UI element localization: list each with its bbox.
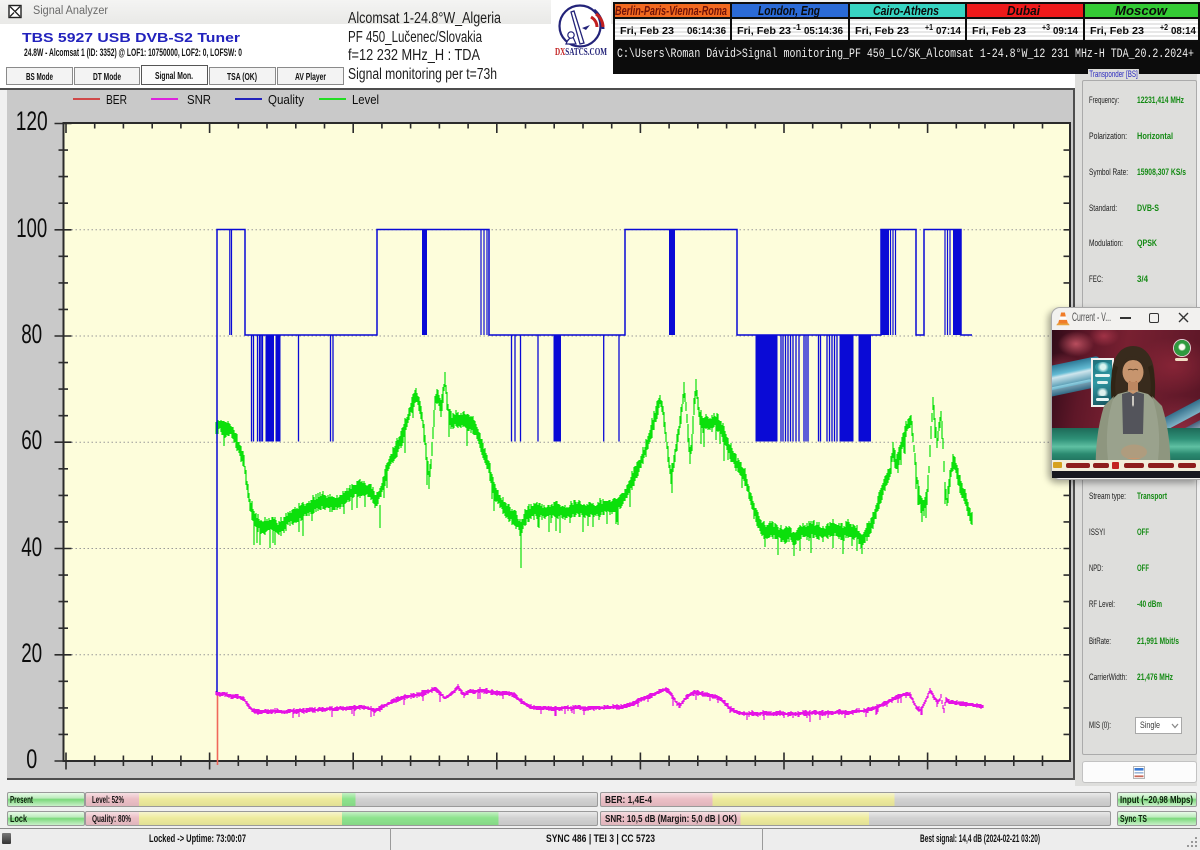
svg-text:120: 120 (16, 106, 48, 136)
svg-text:40: 40 (21, 532, 42, 562)
svg-text:60: 60 (21, 425, 42, 455)
svg-text:80: 80 (21, 319, 42, 349)
svg-text:20: 20 (21, 638, 42, 668)
svg-text:100: 100 (16, 213, 47, 243)
svg-text:0: 0 (26, 744, 37, 774)
svg-text:DXSATCS.COM: DXSATCS.COM (555, 47, 607, 58)
